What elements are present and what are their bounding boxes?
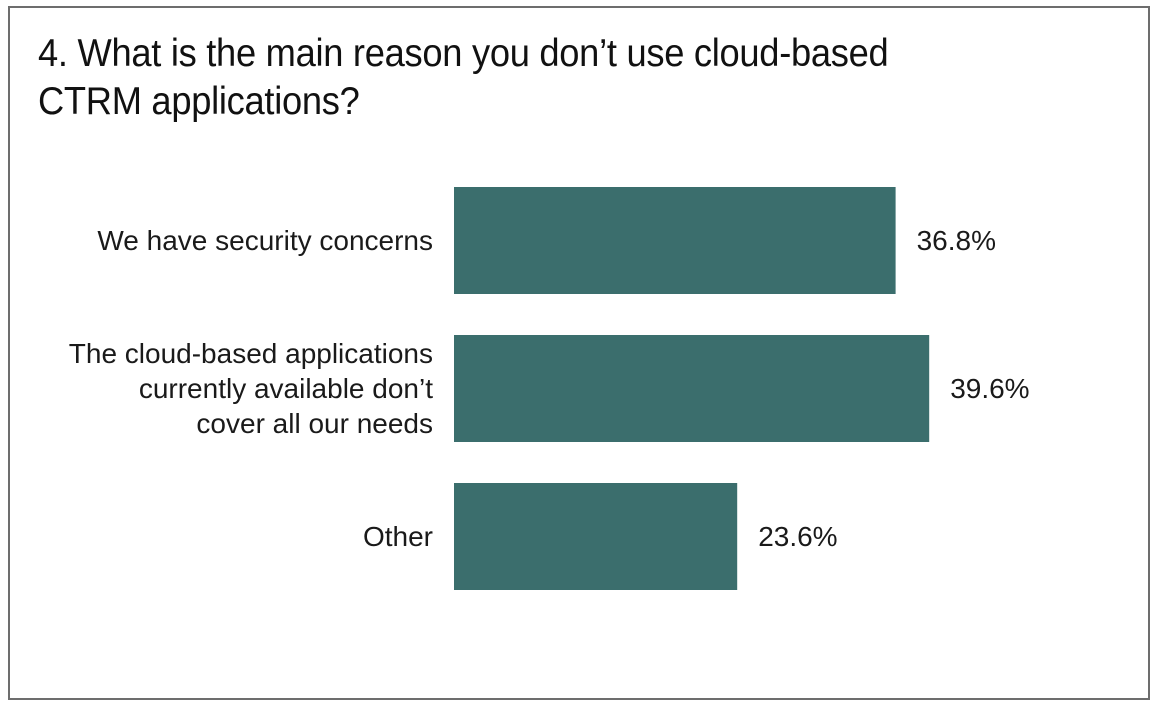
category-label-2-line-1: The cloud-based applications: [69, 338, 433, 369]
chart-title-line-2: CTRM applications?: [38, 80, 360, 123]
value-label-3: 23.6%: [758, 521, 837, 552]
value-label-1: 36.8%: [917, 225, 996, 256]
chart-title-line-1: 4. What is the main reason you don’t use…: [38, 32, 889, 75]
bar-3: [454, 483, 738, 590]
category-label-2-line-2: currently available don’t: [139, 373, 433, 404]
category-label-3-line-1: Other: [363, 521, 433, 552]
chart-title: 4. What is the main reason you don’t use…: [38, 30, 968, 126]
value-label-2: 39.6%: [950, 373, 1029, 404]
bar-1: [454, 187, 896, 294]
bar-2: [454, 335, 930, 442]
category-label-1-line-1: We have security concerns: [97, 225, 433, 256]
category-label-2-line-3: cover all our needs: [196, 408, 433, 439]
